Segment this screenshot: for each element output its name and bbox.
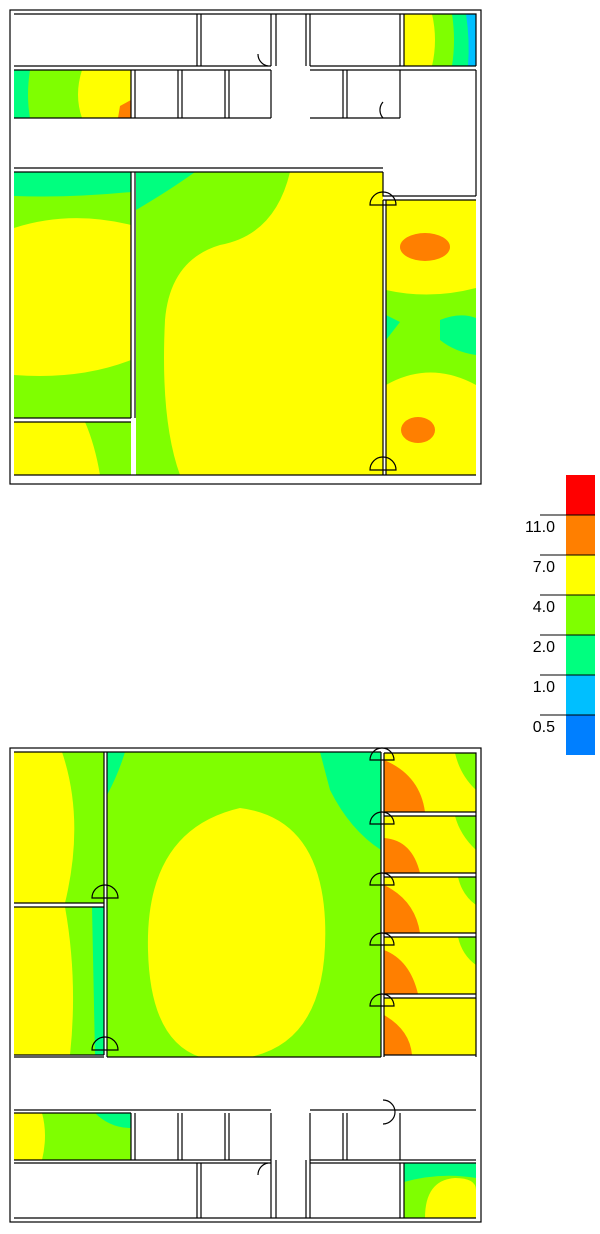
heat-zone bbox=[384, 1015, 412, 1055]
heat-zone bbox=[458, 877, 476, 905]
heat-zone bbox=[384, 885, 420, 933]
legend-band bbox=[566, 595, 595, 635]
heat-zone bbox=[164, 172, 383, 475]
heat-zone bbox=[455, 816, 476, 850]
heat-zone bbox=[14, 907, 74, 1055]
heat-zone bbox=[386, 315, 476, 355]
legend-band bbox=[566, 555, 595, 595]
heat-zone bbox=[85, 422, 131, 475]
heat-zone bbox=[400, 233, 450, 261]
heat-zone bbox=[384, 760, 425, 812]
top-plan bbox=[9, 9, 482, 485]
doors bbox=[257, 53, 397, 471]
bottom-plan bbox=[9, 747, 482, 1223]
heat-zone bbox=[386, 288, 476, 385]
legend-band bbox=[566, 635, 595, 675]
legend-band bbox=[566, 515, 595, 555]
heat-zone bbox=[136, 172, 195, 210]
legend-label: 4.0 bbox=[533, 599, 555, 616]
heat-zone bbox=[404, 1163, 476, 1182]
heat-zone bbox=[14, 172, 131, 197]
legend-label: 2.0 bbox=[533, 639, 555, 656]
heat-zone bbox=[425, 1178, 476, 1218]
heat-zone bbox=[14, 1113, 45, 1160]
legend-band bbox=[566, 675, 595, 715]
heat-zone bbox=[384, 950, 418, 994]
legend-label: 7.0 bbox=[533, 559, 555, 576]
outer-wall bbox=[9, 9, 482, 485]
outer-wall bbox=[9, 747, 482, 1223]
heat-zone bbox=[92, 907, 104, 1055]
heat-zone bbox=[147, 808, 326, 1057]
legend-label: 0.5 bbox=[533, 719, 555, 736]
heat-zone bbox=[14, 752, 75, 903]
legend: 11.0 7.0 4.0 2.0 1.0 0.5 bbox=[525, 475, 595, 755]
heat-zone bbox=[384, 838, 420, 873]
heat-zone bbox=[401, 417, 435, 443]
heat-zone bbox=[118, 100, 131, 118]
legend-label: 11.0 bbox=[525, 519, 555, 536]
legend-band bbox=[566, 475, 595, 515]
heat-zone bbox=[14, 70, 82, 118]
heat-zone bbox=[14, 70, 30, 118]
doors bbox=[91, 747, 396, 1176]
legend-band bbox=[566, 715, 595, 755]
heat-zone bbox=[455, 753, 476, 790]
heat-zone bbox=[14, 218, 131, 376]
heat-zone bbox=[458, 937, 476, 965]
interior-walls bbox=[14, 751, 477, 1219]
interior-walls bbox=[14, 13, 477, 476]
heat-zone bbox=[466, 14, 476, 66]
heat-zone bbox=[107, 752, 381, 850]
heat-zone bbox=[95, 1113, 131, 1128]
small-rooms bbox=[384, 753, 476, 1055]
legend-label: 1.0 bbox=[533, 679, 555, 696]
